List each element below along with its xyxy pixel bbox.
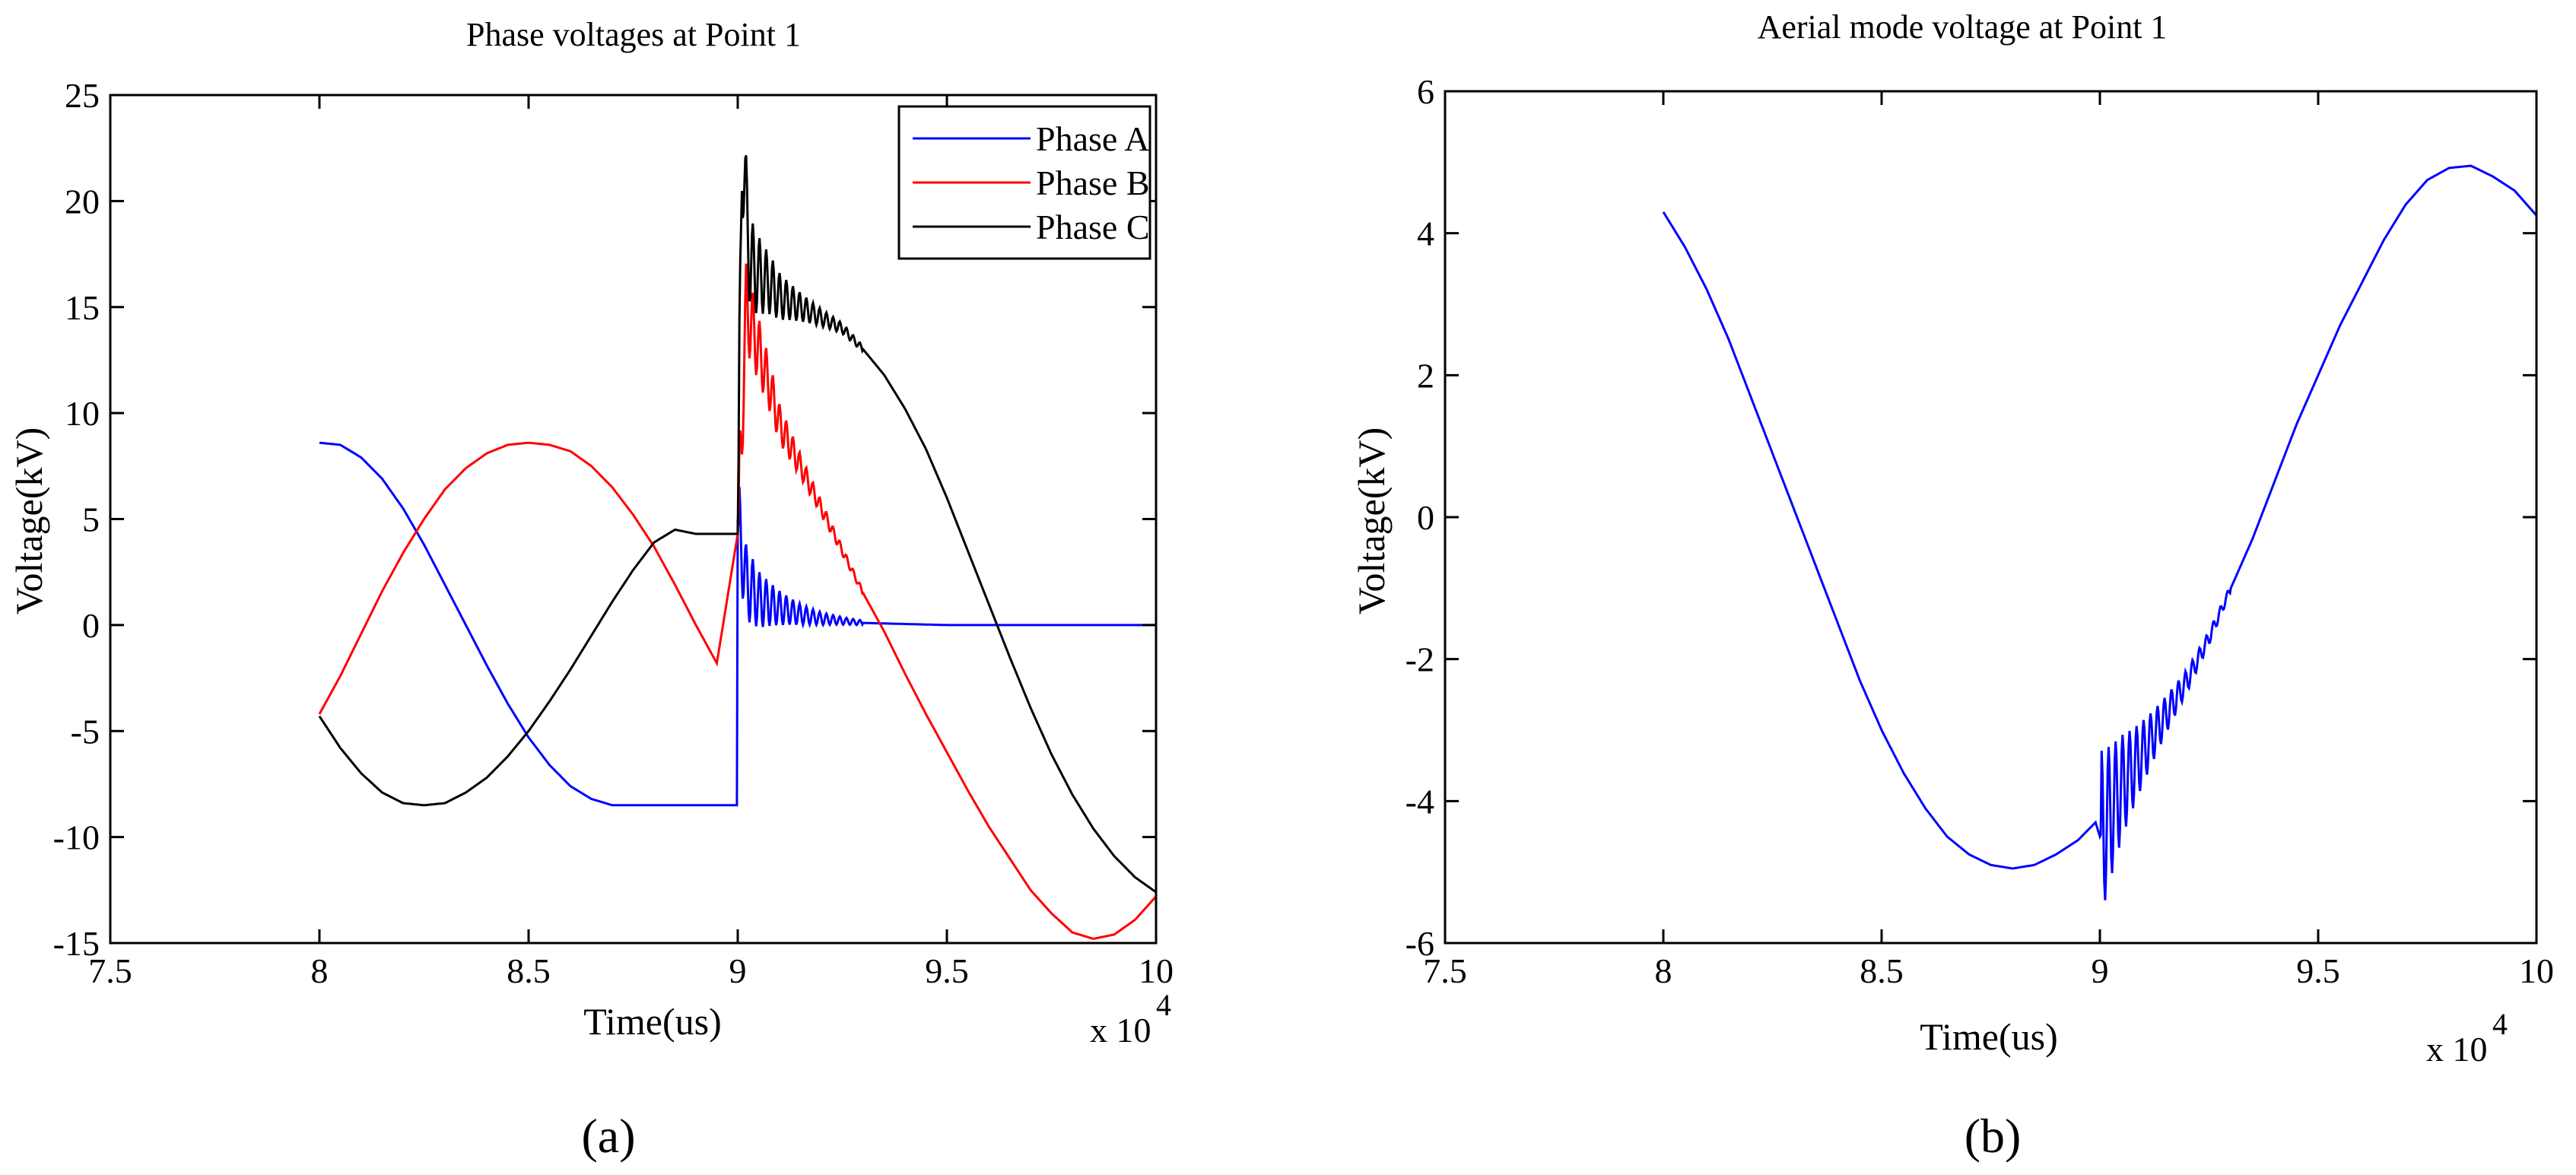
chart-b-x-multiplier: x 10 4 bbox=[2426, 1007, 2508, 1069]
b-ytick-label: 4 bbox=[1417, 214, 1434, 253]
legend-phase-c-label: Phase C bbox=[1036, 208, 1150, 246]
a-ytick-label: -5 bbox=[71, 712, 100, 751]
legend-phase-b-label: Phase B bbox=[1036, 164, 1150, 202]
a-xtick-label: 9.5 bbox=[925, 951, 969, 990]
legend-phase-a-label: Phase A bbox=[1036, 119, 1150, 158]
chart-a-x-multiplier: x 10 4 bbox=[1090, 988, 1171, 1050]
b-ytick-label: -4 bbox=[1406, 782, 1434, 821]
a-ytick-label: 0 bbox=[82, 606, 100, 645]
panel-label-b: (b) bbox=[1965, 1109, 2022, 1163]
a-ytick-label: 5 bbox=[82, 500, 100, 539]
a-ytick-label: 20 bbox=[65, 182, 100, 221]
b-xtick-label: 10 bbox=[2519, 951, 2554, 990]
b-ytick-label: 6 bbox=[1417, 72, 1434, 111]
chart-b-axes-frame bbox=[1444, 90, 2538, 945]
b-xtick-label: 9.5 bbox=[2296, 951, 2340, 990]
a-ytick-label: -10 bbox=[53, 818, 100, 857]
chart-b-plot-area bbox=[1662, 164, 2538, 900]
chart-aerial-mode-voltage: Aerial mode voltage at Point 1 7.5 8 8.5 9 9… bbox=[1350, 8, 2554, 1163]
a-xtick-label: 8.5 bbox=[507, 951, 551, 990]
chart-b-title: Aerial mode voltage at Point 1 bbox=[1758, 8, 2168, 46]
a-xtick-label: 9 bbox=[729, 951, 747, 990]
chart-a-x-axis-label: Time(us) bbox=[583, 1000, 722, 1043]
chart-b-x-axis-label: Time(us) bbox=[1920, 1015, 2058, 1058]
a-ytick-label: 15 bbox=[65, 288, 100, 327]
a-ytick-label: 25 bbox=[65, 76, 100, 115]
chart-b-x-multiplier-base: x 10 bbox=[2426, 1030, 2488, 1069]
chart-a-title: Phase voltages at Point 1 bbox=[466, 16, 801, 53]
a-ytick-label: 10 bbox=[65, 394, 100, 433]
series-aerial-mode-line bbox=[1662, 164, 2538, 900]
b-xtick-label: 8.5 bbox=[1860, 951, 1904, 990]
chart-a-ticks: 7.5 8 8.5 9 9.5 10 -15 -10 -5 0 5 10 15 20 25 bbox=[53, 76, 1174, 990]
b-xtick-label: 9 bbox=[2092, 951, 2109, 990]
b-ytick-label: 0 bbox=[1417, 498, 1434, 537]
b-xtick-label: 7.5 bbox=[1423, 951, 1467, 990]
chart-a-y-axis-label: Voltage(kV) bbox=[8, 427, 50, 614]
b-ytick-label: -2 bbox=[1406, 640, 1434, 679]
series-phase-c-line bbox=[318, 154, 1157, 894]
b-ytick-label: -6 bbox=[1406, 924, 1434, 963]
chart-a-x-multiplier-base: x 10 bbox=[1090, 1011, 1151, 1050]
chart-a-x-multiplier-exponent: 4 bbox=[1156, 988, 1171, 1022]
a-xtick-label: 8 bbox=[311, 951, 329, 990]
b-ytick-label: 2 bbox=[1417, 356, 1434, 395]
panel-label-a: (a) bbox=[581, 1109, 635, 1163]
b-xtick-label: 8 bbox=[1655, 951, 1672, 990]
chart-phase-voltages: Phase voltages at Point 1 7.5 8 8.5 9 9.5 10 -… bbox=[8, 16, 1174, 1163]
chart-a-legend: Phase A Phase B Phase C bbox=[897, 105, 1151, 260]
a-ytick-label: -15 bbox=[53, 924, 100, 963]
chart-a-plot-area bbox=[318, 154, 1158, 940]
chart-b-ticks: 7.5 8 8.5 9 9.5 10 -6 -4 -2 0 2 4 6 bbox=[1406, 72, 2554, 990]
a-xtick-label: 10 bbox=[1139, 951, 1174, 990]
a-xtick-label: 7.5 bbox=[88, 951, 132, 990]
chart-b-y-axis-label: Voltage(kV) bbox=[1350, 427, 1393, 614]
chart-b-x-multiplier-exponent: 4 bbox=[2492, 1007, 2508, 1041]
